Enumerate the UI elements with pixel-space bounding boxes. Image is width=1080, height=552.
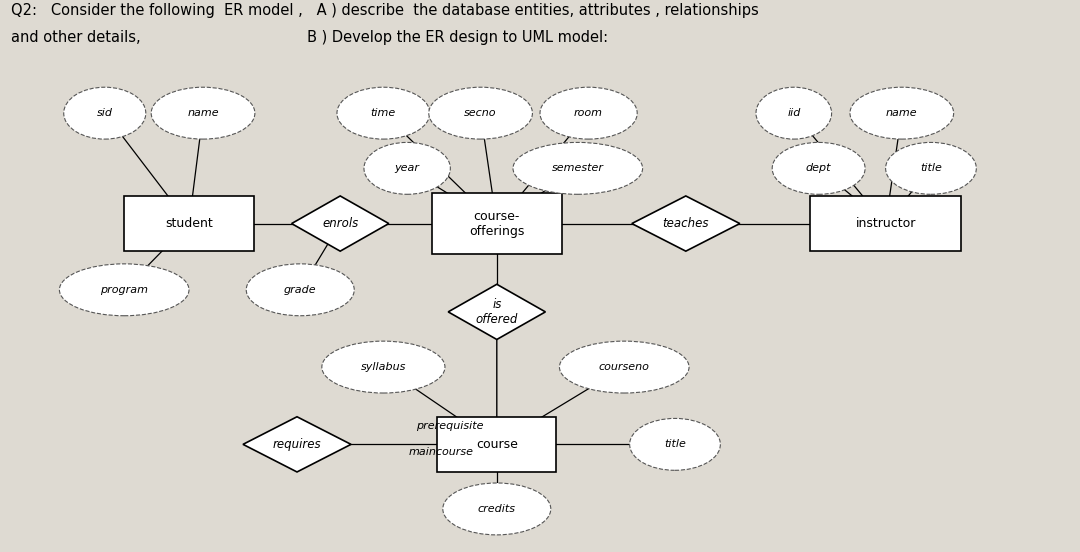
Text: room: room	[575, 108, 603, 118]
Text: course-
offerings: course- offerings	[469, 210, 525, 237]
Ellipse shape	[364, 142, 450, 194]
Polygon shape	[448, 284, 545, 339]
Text: year: year	[394, 163, 420, 173]
Ellipse shape	[540, 87, 637, 139]
Text: course: course	[476, 438, 517, 451]
Polygon shape	[632, 196, 740, 251]
Ellipse shape	[772, 142, 865, 194]
Ellipse shape	[151, 87, 255, 139]
Text: grade: grade	[284, 285, 316, 295]
Text: program: program	[100, 285, 148, 295]
FancyBboxPatch shape	[810, 196, 961, 251]
Text: name: name	[886, 108, 918, 118]
Text: time: time	[370, 108, 396, 118]
Ellipse shape	[337, 87, 430, 139]
Text: enrols: enrols	[322, 217, 359, 230]
Ellipse shape	[513, 142, 643, 194]
FancyBboxPatch shape	[432, 193, 562, 254]
Text: and other details,                                    B ) Develop the ER design : and other details, B ) Develop the ER de…	[11, 30, 608, 45]
Ellipse shape	[64, 87, 146, 139]
Text: student: student	[165, 217, 213, 230]
FancyBboxPatch shape	[124, 196, 254, 251]
Ellipse shape	[246, 264, 354, 316]
Ellipse shape	[443, 483, 551, 535]
Text: instructor: instructor	[855, 217, 916, 230]
Text: name: name	[187, 108, 219, 118]
Ellipse shape	[886, 142, 976, 194]
Text: title: title	[664, 439, 686, 449]
Text: title: title	[920, 163, 942, 173]
Text: courseno: courseno	[598, 362, 650, 372]
FancyBboxPatch shape	[437, 417, 556, 472]
Text: teaches: teaches	[662, 217, 710, 230]
Ellipse shape	[59, 264, 189, 316]
Text: semester: semester	[552, 163, 604, 173]
Text: requires: requires	[272, 438, 322, 451]
Text: Q2:   Consider the following  ER model ,   A ) describe  the database entities, : Q2: Consider the following ER model , A …	[11, 3, 758, 18]
Ellipse shape	[850, 87, 954, 139]
Text: secno: secno	[464, 108, 497, 118]
Text: prerequisite: prerequisite	[416, 421, 484, 431]
Ellipse shape	[322, 341, 445, 393]
Polygon shape	[292, 196, 389, 251]
Ellipse shape	[429, 87, 532, 139]
Text: sid: sid	[97, 108, 112, 118]
Polygon shape	[243, 417, 351, 472]
Text: is
offered: is offered	[475, 298, 518, 326]
Text: syllabus: syllabus	[361, 362, 406, 372]
Ellipse shape	[756, 87, 832, 139]
Ellipse shape	[630, 418, 720, 470]
Text: maincourse: maincourse	[408, 447, 473, 457]
Text: credits: credits	[477, 504, 516, 514]
Text: dept: dept	[806, 163, 832, 173]
Text: iid: iid	[787, 108, 800, 118]
Ellipse shape	[559, 341, 689, 393]
